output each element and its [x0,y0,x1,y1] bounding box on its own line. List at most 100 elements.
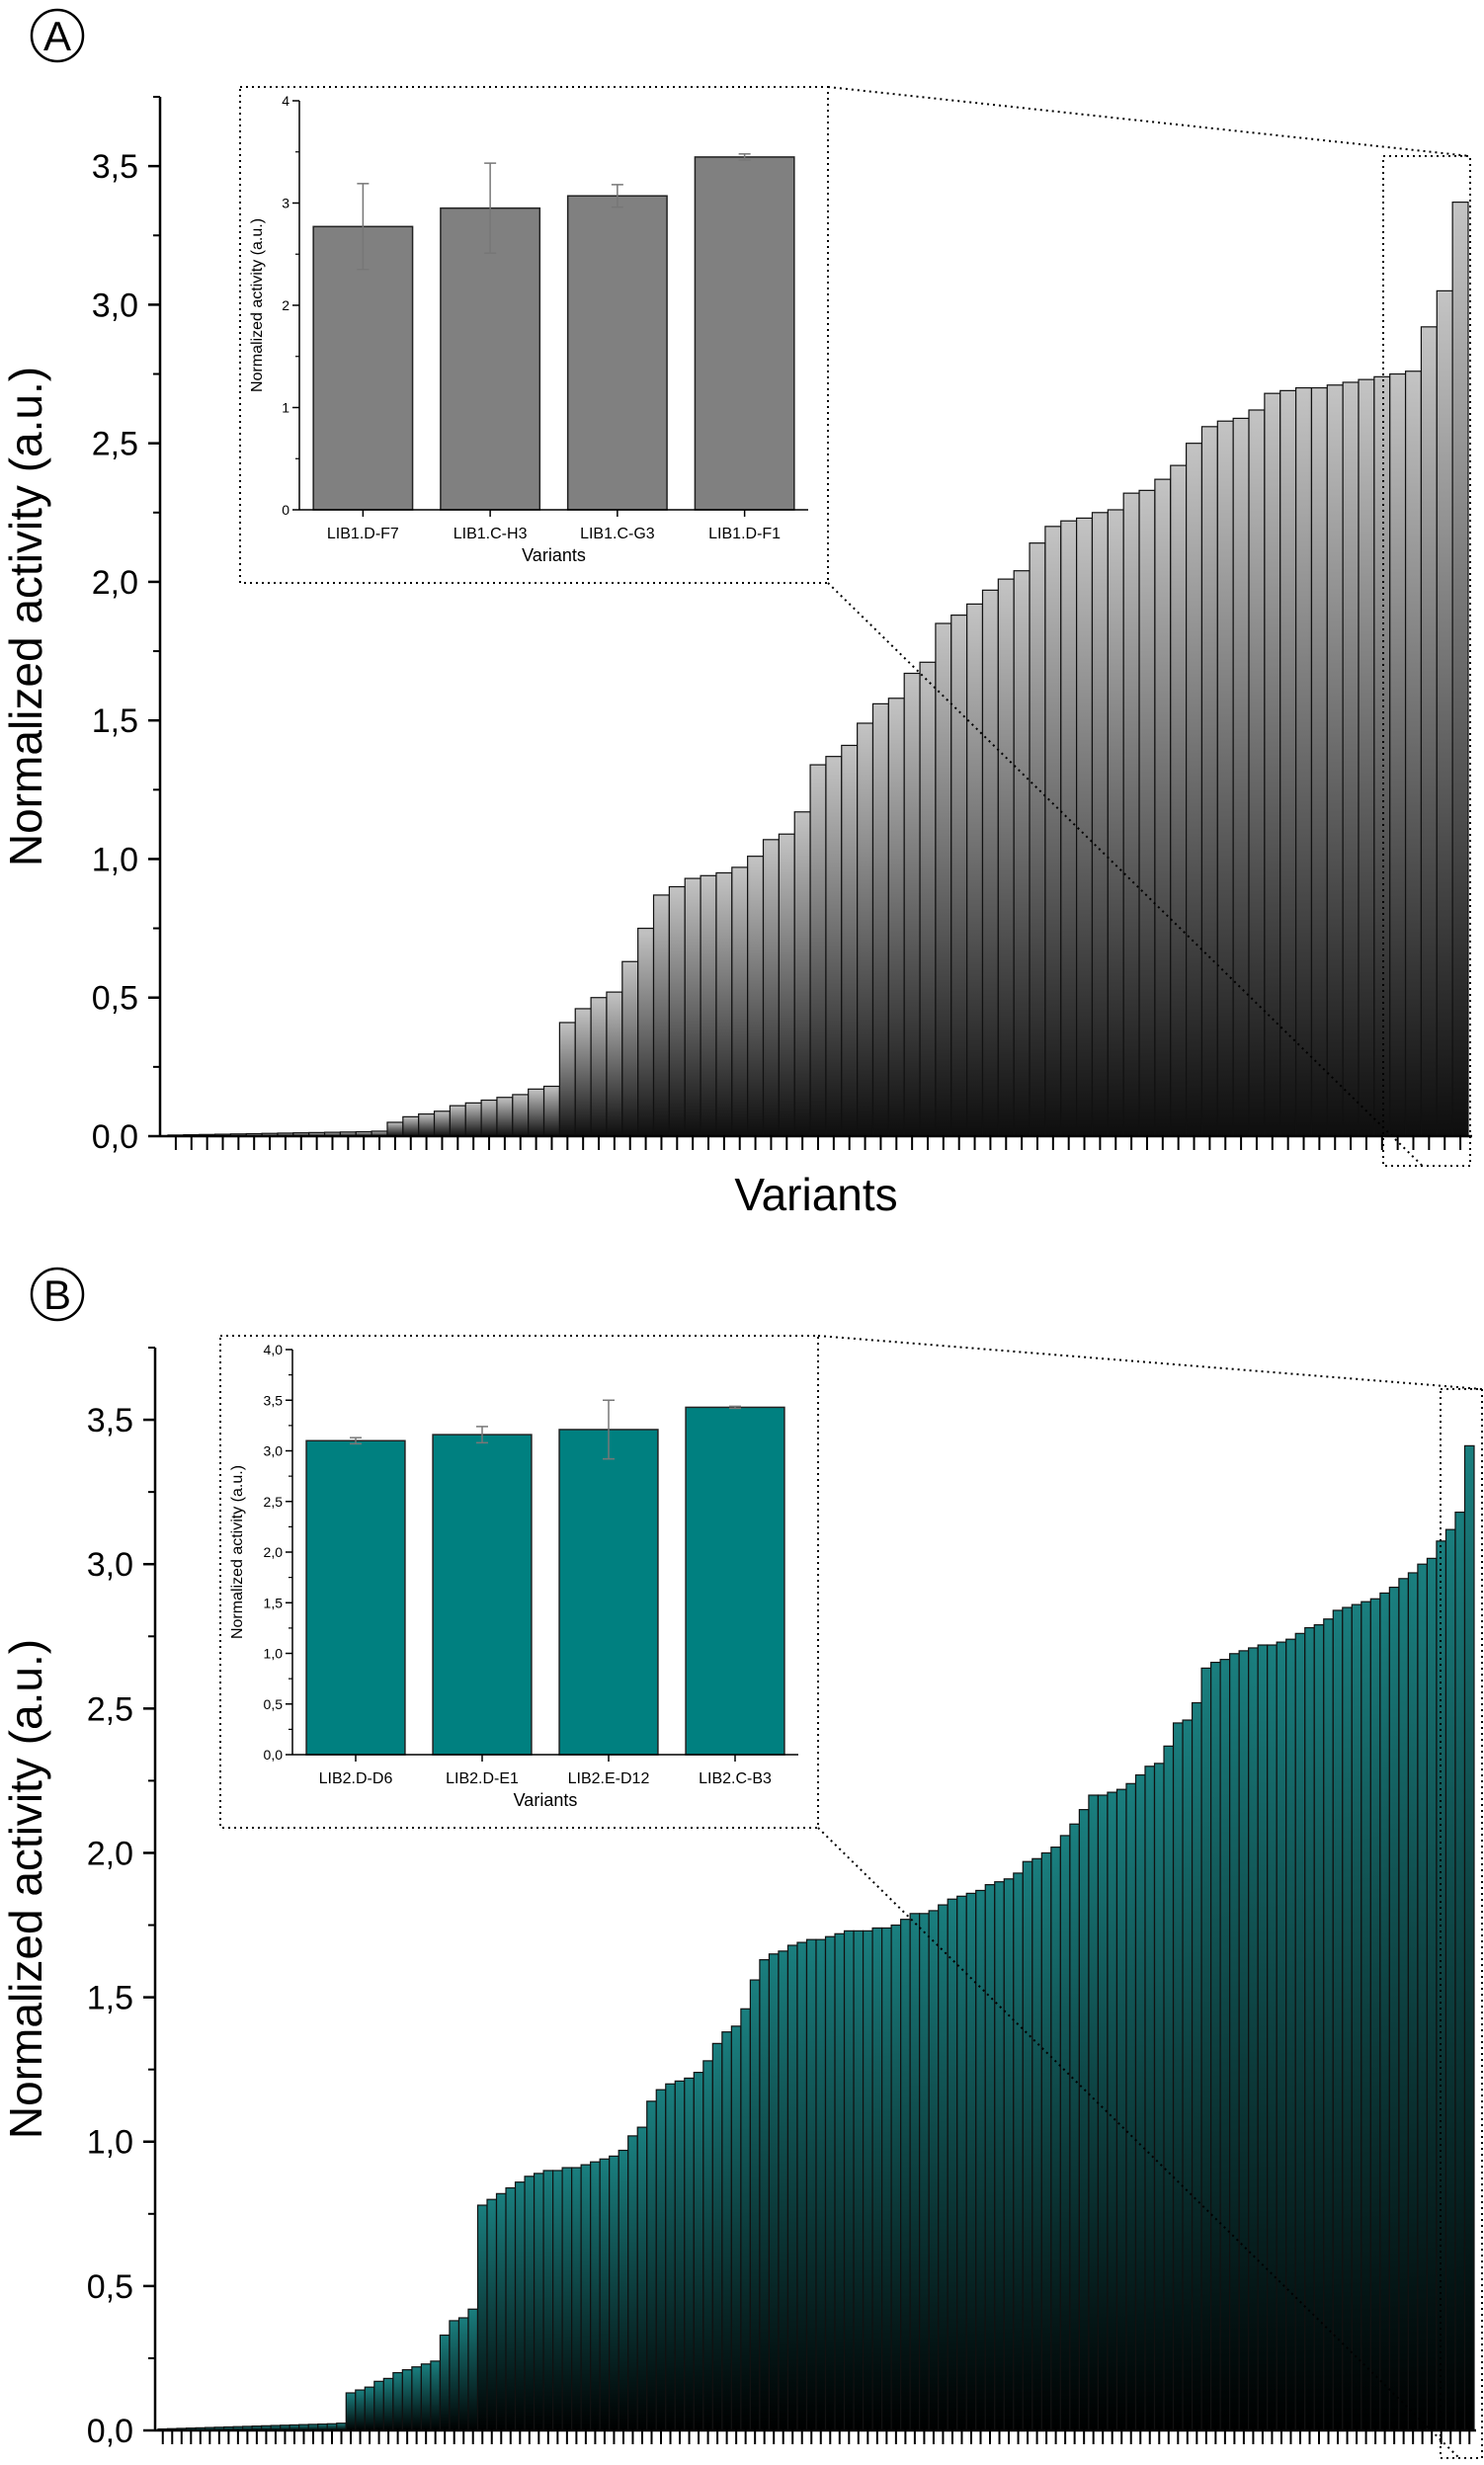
panel-a-zoom-connector-bottom [827,582,1424,1167]
panel-a-bar [747,856,765,1137]
panel-b-bar [994,1881,1005,2431]
panel-b-zoom-region [1440,1388,1483,2459]
panel-b-bar [1407,1572,1419,2431]
panel-a-bar [558,1022,576,1137]
panel-a-y-axis-label: Normalized activity (a.u.) [0,367,51,866]
panel-b-bar [1369,1598,1381,2431]
panel-a-bar [528,1088,545,1137]
panel-a-bar [402,1115,420,1137]
panel-a-bar [1451,202,1469,1137]
panel-a-bar [590,997,608,1137]
panel-b-inset-y-tick-label: 2,0 [264,1544,284,1560]
panel-b-y-axis-label: Normalized activity (a.u.) [0,1639,51,2139]
panel-a-bar [1264,392,1281,1137]
panel-b-bar [1050,1847,1061,2431]
panel-b-bar [1153,1763,1165,2431]
panel-a-bar [1294,386,1313,1137]
panel-a-bar [684,877,701,1137]
panel-b-inset-category-label: LIB2.D-E1 [446,1770,519,1787]
panel-a-bar [1389,372,1407,1137]
panel-b-bar [1125,1782,1137,2431]
panel-b-inset-y-tick-label: 0,5 [264,1696,284,1712]
panel-b-bar [1463,1444,1475,2431]
panel-a-y-tick-label: 3,5 [92,148,138,186]
panel-a-inset-y-tick-label: 0 [282,502,289,518]
panel-a-inset-category-label: LIB1.D-F7 [327,526,399,542]
panel-a-bar [950,614,968,1137]
panel-b-bar [1059,1835,1071,2431]
panel-a-chart: A 0,0 0,5 1,0 1,5 2,0 2,5 3,0 3,5 Variants Normali… [0,8,1472,1220]
panel-a-bar [825,756,843,1137]
panel-b-bar [1069,1823,1081,2431]
panel-a-bar [464,1102,482,1137]
panel-b-bar [1229,1653,1240,2431]
panel-b-bar [956,1895,967,2431]
panel-b-bar [627,2135,638,2431]
panel-a-bar [1122,492,1140,1137]
panel-a-y-tick-label: 1,5 [92,702,138,740]
panel-b-inset-y-tick-label: 1,5 [264,1595,284,1610]
panel-a-bar [1044,526,1062,1137]
panel-b-bar [449,2320,460,2431]
panel-b-bar [561,2167,573,2431]
panel-a-bar [1013,570,1031,1137]
panel-a-bar [935,622,952,1137]
panel-b-bar [900,1919,911,2431]
panel-a-bar [1232,417,1250,1137]
panel-b-bar [590,2161,601,2431]
panel-a-zoom-connector-top [827,86,1471,157]
panel-b-bar [1388,1586,1400,2431]
panel-b-bar [457,2317,469,2431]
panel-b-bar [609,2155,619,2431]
panel-b-bar [1115,1788,1127,2431]
panel-a-bar [871,702,889,1137]
panel-b-zoom-connector-bottom [817,1827,1460,2459]
panel-a-bar [574,1008,592,1137]
panel-a-inset-bar [566,195,668,511]
panel-a-bar [997,578,1015,1137]
panel-b-bar [618,2149,629,2431]
panel-b-bar [1191,1701,1202,2431]
panel-b-inset-y-tick-label: 0,0 [264,1747,284,1763]
panel-b-inset-category-label: LIB2.E-D12 [568,1770,650,1787]
panel-b-bar [890,1924,902,2431]
panel-a-inset-y-axis-label: Normalized activity (a.u.) [249,218,266,392]
panel-b-bar [580,2164,592,2431]
panel-b-inset-y-axis-label: Normalized activity (a.u.) [229,1465,246,1639]
panel-b-inset-y-tick-label: 3,0 [264,1443,284,1459]
panel-a-bar [449,1105,466,1137]
panel-b-bar [599,2158,611,2431]
panel-b-bar [1276,1641,1287,2431]
panel-b-bar [938,1904,948,2431]
panel-b-bar [824,1935,836,2431]
panel-b-bar [1040,1851,1052,2431]
panel-b-bar [721,2031,732,2431]
panel-a-inset-y-tick-label: 2 [282,297,289,313]
panel-b-bar [439,2334,451,2431]
panel-b-bar [533,2173,544,2431]
panel-a-bar [1404,370,1423,1137]
panel-a-bar [652,894,670,1137]
panel-b-bar [1342,1606,1353,2431]
panel-a-bar [386,1121,404,1137]
panel-b-bar [975,1889,986,2431]
panel-a-inset-y-tick-label: 1 [282,400,289,416]
panel-b-inset-bar [432,1434,533,1756]
panel-a-y-tick-label: 2,0 [92,564,138,602]
panel-b-bar [1379,1592,1390,2431]
panel-a-bar [1076,517,1094,1137]
panel-a-bar [1279,389,1297,1137]
panel-b-bar [702,2060,713,2431]
panel-a-inset-bar [694,156,795,511]
panel-b-bar [392,2371,403,2431]
panel-b-bar [1426,1557,1438,2431]
panel-b-y-tick-label: 0,5 [87,2268,133,2306]
panel-b-y-tick-label: 1,5 [87,1980,133,2017]
panel-a-bar [1154,478,1172,1137]
panel-b-bar [1088,1794,1100,2431]
panel-a-bar [1138,489,1156,1137]
panel-b-bar [665,2083,676,2431]
panel-a-bar [1436,289,1453,1137]
panel-b-bar [542,2170,554,2431]
